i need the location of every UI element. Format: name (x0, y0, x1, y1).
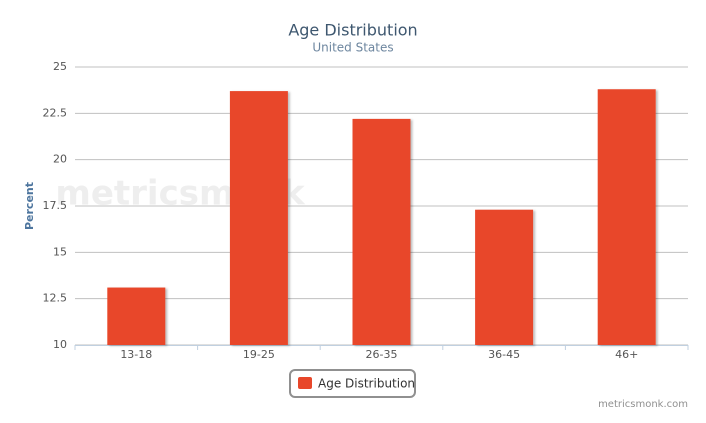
legend-swatch (298, 377, 312, 389)
y-tick-label: 10 (53, 338, 67, 351)
x-tick-label: 19-25 (243, 348, 275, 361)
y-tick-label: 25 (53, 60, 67, 73)
chart-title: Age Distribution (288, 21, 417, 40)
bar (597, 89, 656, 346)
y-axis-label: Percent (23, 182, 36, 230)
bar (475, 209, 534, 345)
legend-box (289, 369, 416, 398)
legend (289, 369, 416, 398)
y-tick-label: 20 (53, 153, 67, 166)
bar (352, 118, 411, 345)
y-tick-label: 17.5 (43, 199, 68, 212)
x-tick-label: 26-35 (366, 348, 398, 361)
y-tick-label: 12.5 (43, 292, 68, 305)
x-tick-label: 46+ (615, 348, 638, 361)
legend-label: Age Distribution (318, 377, 415, 391)
y-tick-label: 22.5 (43, 106, 68, 119)
bar (229, 91, 288, 346)
chart-subtitle: United States (312, 41, 393, 55)
y-tick-label: 15 (53, 245, 67, 258)
bar (107, 287, 166, 345)
x-tick-label: 36-45 (488, 348, 520, 361)
x-tick-label: 13-18 (120, 348, 152, 361)
credit: metricsmonk.com (598, 399, 688, 410)
